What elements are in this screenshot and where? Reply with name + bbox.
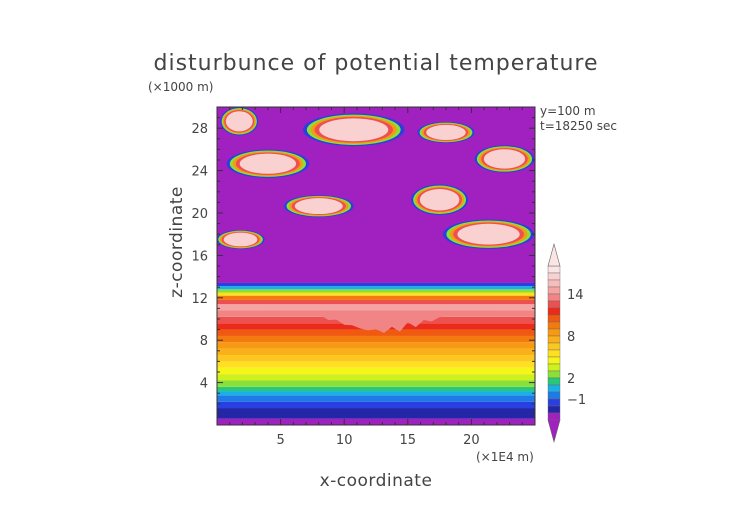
warm-patch xyxy=(319,118,389,142)
colorbar-segment xyxy=(547,293,561,302)
y-tick-label: 12 xyxy=(191,292,208,307)
colorbar-label: 14 xyxy=(567,288,584,303)
colorbar-segment xyxy=(547,384,561,393)
warm-patch xyxy=(419,189,460,211)
colorbar-segment xyxy=(547,398,561,407)
axis-ticks: 5 10 15 20 4 8 12 16 20 24 28 xyxy=(191,107,535,448)
field-band xyxy=(217,374,535,381)
field-band xyxy=(217,292,535,296)
y-tick-label: 20 xyxy=(191,207,208,222)
colorbar-segment xyxy=(547,412,561,421)
colorbar: 14 8 2 −1 xyxy=(547,242,586,444)
colorbar-segment xyxy=(547,335,561,344)
colorbar-segment xyxy=(547,265,561,274)
contour-field xyxy=(217,107,535,425)
warm-patch xyxy=(483,149,526,169)
field-band xyxy=(217,408,535,419)
colorbar-segment xyxy=(547,307,561,316)
field-band xyxy=(217,282,535,287)
colorbar-segment xyxy=(547,321,561,330)
field-band xyxy=(217,335,535,343)
y-tick-label: 16 xyxy=(191,249,208,264)
y-tick-label: 24 xyxy=(191,165,208,180)
colorbar-segment xyxy=(547,377,561,386)
warm-layer-dip xyxy=(217,310,535,333)
x-tick-label: 5 xyxy=(276,433,284,448)
y-scale-label: (×1000 m) xyxy=(148,80,213,94)
y-axis-label: z-coordinate xyxy=(167,186,187,298)
colorbar-segment xyxy=(547,370,561,379)
warm-patch xyxy=(457,223,520,245)
colorbar-segment xyxy=(547,272,561,281)
field-band xyxy=(217,342,535,349)
warm-patch xyxy=(223,232,258,247)
field-band xyxy=(217,391,535,396)
field-band xyxy=(217,386,535,392)
field-band xyxy=(217,304,535,311)
field-band xyxy=(217,418,535,425)
colorbar-segment xyxy=(547,363,561,372)
colorbar-max-arrow xyxy=(547,242,561,267)
x-tick-label: 20 xyxy=(463,433,480,448)
colorbar-label: 2 xyxy=(567,372,575,387)
field-band xyxy=(217,395,535,402)
field-band xyxy=(217,286,535,290)
colorbar-segment xyxy=(547,328,561,337)
field-band xyxy=(217,361,535,368)
field-band xyxy=(217,299,535,305)
warm-patch xyxy=(426,124,466,141)
colorbar-segment xyxy=(547,314,561,323)
field-band xyxy=(217,401,535,409)
field-band xyxy=(217,329,535,336)
warm-patch xyxy=(294,198,343,215)
x-axis-label: x-coordinate xyxy=(320,471,433,491)
y-tick-label: 4 xyxy=(200,377,208,392)
y-tick-label: 28 xyxy=(191,122,208,137)
x-tick-label: 15 xyxy=(400,433,417,448)
field-band xyxy=(217,355,535,362)
x-scale-label: (×1E4 m) xyxy=(476,450,534,464)
colorbar-segment xyxy=(547,391,561,400)
colorbar-segment xyxy=(547,349,561,358)
x-tick-label: 10 xyxy=(336,433,353,448)
field-band xyxy=(217,348,535,356)
colorbar-segment xyxy=(547,405,561,414)
annotation-t: t=18250 sec xyxy=(540,119,617,133)
warm-patch xyxy=(225,111,253,132)
colorbar-segment xyxy=(547,342,561,351)
colorbar-segment xyxy=(547,286,561,295)
field-band xyxy=(217,367,535,375)
y-tick-label: 8 xyxy=(200,334,208,349)
colorbar-label: −1 xyxy=(567,393,586,408)
annotation-y: y=100 m xyxy=(540,104,596,118)
colorbar-segment xyxy=(547,300,561,309)
colorbar-min-arrow xyxy=(547,419,561,444)
warm-patch xyxy=(239,153,297,174)
colorbar-segment xyxy=(547,279,561,288)
plot-area xyxy=(216,106,536,426)
chart-title: disturbunce of potential temperature xyxy=(154,51,599,76)
field-band xyxy=(217,295,535,300)
colorbar-label: 8 xyxy=(567,330,575,345)
field-band xyxy=(217,289,535,293)
field-band xyxy=(217,380,535,387)
colorbar-segment xyxy=(547,356,561,365)
